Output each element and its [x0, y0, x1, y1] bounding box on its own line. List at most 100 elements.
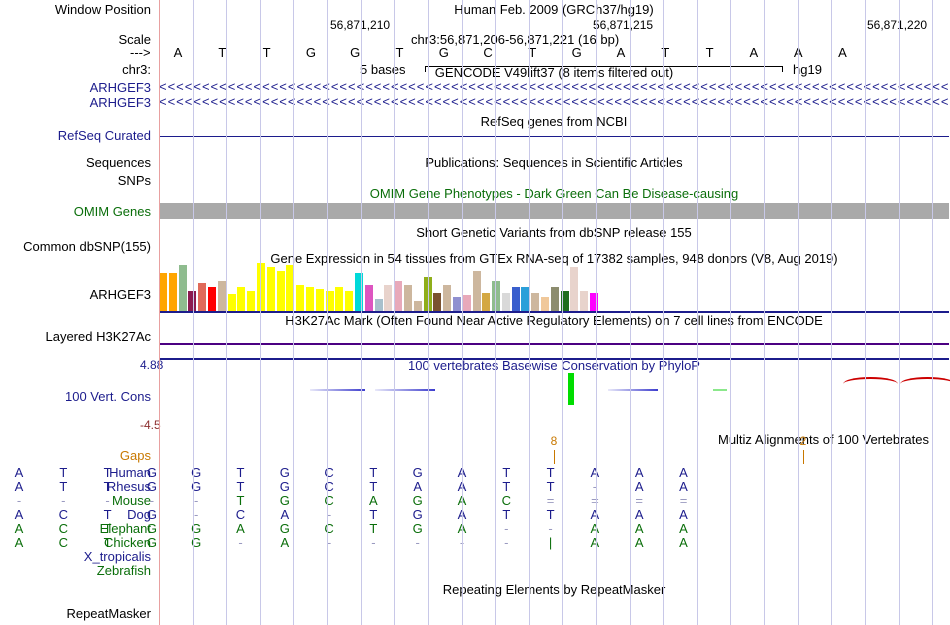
expression-bar-43[interactable]: [580, 291, 588, 311]
expression-bar-41[interactable]: [561, 291, 569, 311]
gene-expression-chart[interactable]: [159, 253, 949, 313]
omim-title: OMIM Gene Phenotypes - Dark Green Can Be…: [159, 186, 949, 201]
h3k27ac-title: H3K27Ac Mark (Often Found Near Active Re…: [159, 313, 949, 328]
phylop-mark-4[interactable]: [713, 389, 727, 391]
h3k27ac-label[interactable]: Layered H3K27Ac: [0, 329, 155, 344]
phylop-mark-2[interactable]: [568, 373, 574, 405]
expression-bar-7[interactable]: [228, 294, 236, 311]
expression-bar-28[interactable]: [433, 293, 441, 311]
repeatmasker-title: Repeating Elements by RepeatMasker: [159, 582, 949, 597]
arrow-prompt: --->: [130, 45, 151, 60]
window-position-label: Window Position: [0, 2, 155, 17]
phylop-label[interactable]: 100 Vert. Cons: [0, 389, 155, 404]
phylop-mark-1[interactable]: [375, 389, 435, 391]
nucleotide-base: T: [706, 45, 714, 60]
expression-bar-34[interactable]: [492, 281, 500, 311]
expression-bar-26[interactable]: [414, 301, 422, 311]
expression-bar-39[interactable]: [541, 297, 549, 311]
gap-count-1: 2: [800, 434, 807, 448]
phylop-mark-0[interactable]: [310, 389, 365, 391]
gaps-label[interactable]: Gaps: [0, 448, 155, 463]
pos-tick-3: 56,871,220: [867, 18, 927, 32]
species-label-zebrafish[interactable]: Zebrafish: [0, 562, 155, 580]
nucleotide-base: G: [350, 45, 360, 60]
phylop-mark-5[interactable]: [843, 377, 898, 391]
expression-bar-25[interactable]: [404, 285, 412, 311]
expression-bar-38[interactable]: [531, 293, 539, 311]
sequences-label[interactable]: Sequences: [0, 155, 155, 170]
nucleotide-base: G: [572, 45, 582, 60]
omim-genes-label[interactable]: OMIM Genes: [0, 204, 155, 219]
expression-bar-0[interactable]: [159, 273, 167, 311]
expression-bar-42[interactable]: [570, 267, 578, 311]
nucleotide-base: A: [617, 45, 626, 60]
publications-title: Publications: Sequences in Scientific Ar…: [159, 155, 949, 170]
expression-bar-14[interactable]: [296, 285, 304, 311]
expression-bar-23[interactable]: [384, 285, 392, 311]
refseq-curated-title: RefSeq genes from NCBI: [159, 114, 949, 129]
expression-bar-33[interactable]: [482, 293, 490, 311]
nucleotide-base: A: [838, 45, 847, 60]
expression-bar-20[interactable]: [355, 273, 363, 311]
expression-bar-16[interactable]: [316, 289, 324, 311]
expression-bar-40[interactable]: [551, 287, 559, 311]
snps-label[interactable]: SNPs: [0, 173, 155, 188]
expression-bar-24[interactable]: [394, 281, 402, 311]
expression-bar-27[interactable]: [424, 277, 432, 311]
expression-bar-1[interactable]: [169, 273, 177, 311]
expression-bar-30[interactable]: [453, 297, 461, 311]
expression-bar-3[interactable]: [188, 291, 196, 311]
nucleotide-base: G: [439, 45, 449, 60]
expression-bar-19[interactable]: [345, 291, 353, 311]
phylop-mark-6[interactable]: [900, 377, 950, 391]
nucleotide-base: T: [218, 45, 226, 60]
gene-expression-label[interactable]: ARHGEF3: [0, 287, 155, 302]
expression-bar-12[interactable]: [277, 271, 285, 311]
expression-bar-9[interactable]: [247, 291, 255, 311]
phylop-chart[interactable]: [159, 345, 949, 440]
nucleotide-base: G: [306, 45, 316, 60]
arhgef3-track-2-label[interactable]: ARHGEF3: [0, 95, 155, 110]
expression-bar-22[interactable]: [375, 299, 383, 311]
pos-tick-2: 56,871,215: [593, 18, 653, 32]
dbsnp-title: Short Genetic Variants from dbSNP releas…: [159, 225, 949, 240]
expression-bar-4[interactable]: [198, 283, 206, 311]
nucleotide-base: A: [174, 45, 183, 60]
expression-bar-11[interactable]: [267, 267, 275, 311]
nucleotide-base: T: [396, 45, 404, 60]
expression-bar-18[interactable]: [335, 287, 343, 311]
nucleotide-base: C: [483, 45, 492, 60]
arhgef3-track-1-chevrons[interactable]: <<<<<<<<<<<<<<<<<<<<<<<<<<<<<<<<<<<<<<<<…: [159, 80, 949, 94]
arhgef3-track-1-label[interactable]: ARHGEF3: [0, 80, 155, 95]
nucleotide-base: A: [750, 45, 759, 60]
repeatmasker-label[interactable]: RepeatMasker: [0, 606, 155, 621]
omim-genes-bar[interactable]: [159, 203, 949, 219]
gap-tick-1: [803, 450, 804, 464]
expression-bar-29[interactable]: [443, 285, 451, 311]
nucleotide-base: T: [661, 45, 669, 60]
nucleotide-base: T: [263, 45, 271, 60]
expression-bar-13[interactable]: [286, 265, 294, 311]
expression-bar-17[interactable]: [326, 291, 334, 311]
refseq-curated-label[interactable]: RefSeq Curated: [0, 128, 155, 143]
expression-bar-35[interactable]: [502, 293, 510, 311]
nucleotide-base: A: [794, 45, 803, 60]
expression-bar-21[interactable]: [365, 285, 373, 311]
expression-bar-44[interactable]: [590, 293, 598, 311]
expression-bar-10[interactable]: [257, 263, 265, 311]
expression-bar-6[interactable]: [218, 281, 226, 311]
expression-bar-2[interactable]: [179, 265, 187, 311]
phylop-mark-3[interactable]: [608, 389, 658, 391]
expression-bar-31[interactable]: [463, 295, 471, 311]
pos-tick-1: 56,871,210: [330, 18, 390, 32]
expression-bar-15[interactable]: [306, 287, 314, 311]
expression-bar-8[interactable]: [237, 287, 245, 311]
expression-bar-5[interactable]: [208, 287, 216, 311]
dbsnp-label[interactable]: Common dbSNP(155): [0, 239, 155, 254]
nucleotide-base: T: [528, 45, 536, 60]
expression-bar-36[interactable]: [512, 287, 520, 311]
expression-bar-37[interactable]: [521, 287, 529, 311]
gap-count-0: 8: [551, 434, 558, 448]
expression-bar-32[interactable]: [473, 271, 481, 311]
arhgef3-track-2-chevrons[interactable]: <<<<<<<<<<<<<<<<<<<<<<<<<<<<<<<<<<<<<<<<…: [159, 95, 949, 109]
